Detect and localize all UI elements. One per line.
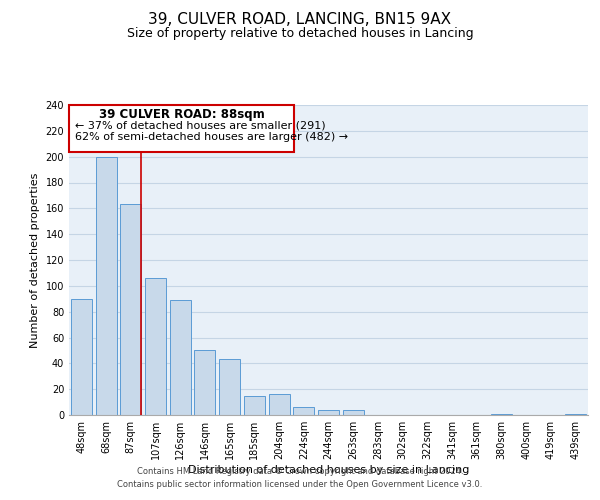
Text: Contains public sector information licensed under the Open Government Licence v3: Contains public sector information licen… [118, 480, 482, 489]
Bar [269, 394, 290, 415]
Text: 39, CULVER ROAD, LANCING, BN15 9AX: 39, CULVER ROAD, LANCING, BN15 9AX [148, 12, 452, 28]
Y-axis label: Number of detached properties: Number of detached properties [30, 172, 40, 348]
Bar [491, 414, 512, 415]
Text: ← 37% of detached houses are smaller (291): ← 37% of detached houses are smaller (29… [74, 120, 325, 130]
Bar [293, 407, 314, 415]
Bar [565, 414, 586, 415]
Bar [145, 278, 166, 415]
Text: 39 CULVER ROAD: 88sqm: 39 CULVER ROAD: 88sqm [99, 108, 265, 120]
Bar [194, 350, 215, 415]
Bar [120, 204, 141, 415]
Text: Contains HM Land Registry data © Crown copyright and database right 2024.: Contains HM Land Registry data © Crown c… [137, 467, 463, 476]
X-axis label: Distribution of detached houses by size in Lancing: Distribution of detached houses by size … [188, 465, 469, 475]
Bar [318, 410, 339, 415]
FancyBboxPatch shape [70, 105, 294, 152]
Bar [219, 360, 240, 415]
Bar [244, 396, 265, 415]
Bar [343, 410, 364, 415]
Text: 62% of semi-detached houses are larger (482) →: 62% of semi-detached houses are larger (… [74, 132, 348, 142]
Bar [71, 298, 92, 415]
Bar [170, 300, 191, 415]
Bar [95, 156, 116, 415]
Text: Size of property relative to detached houses in Lancing: Size of property relative to detached ho… [127, 28, 473, 40]
